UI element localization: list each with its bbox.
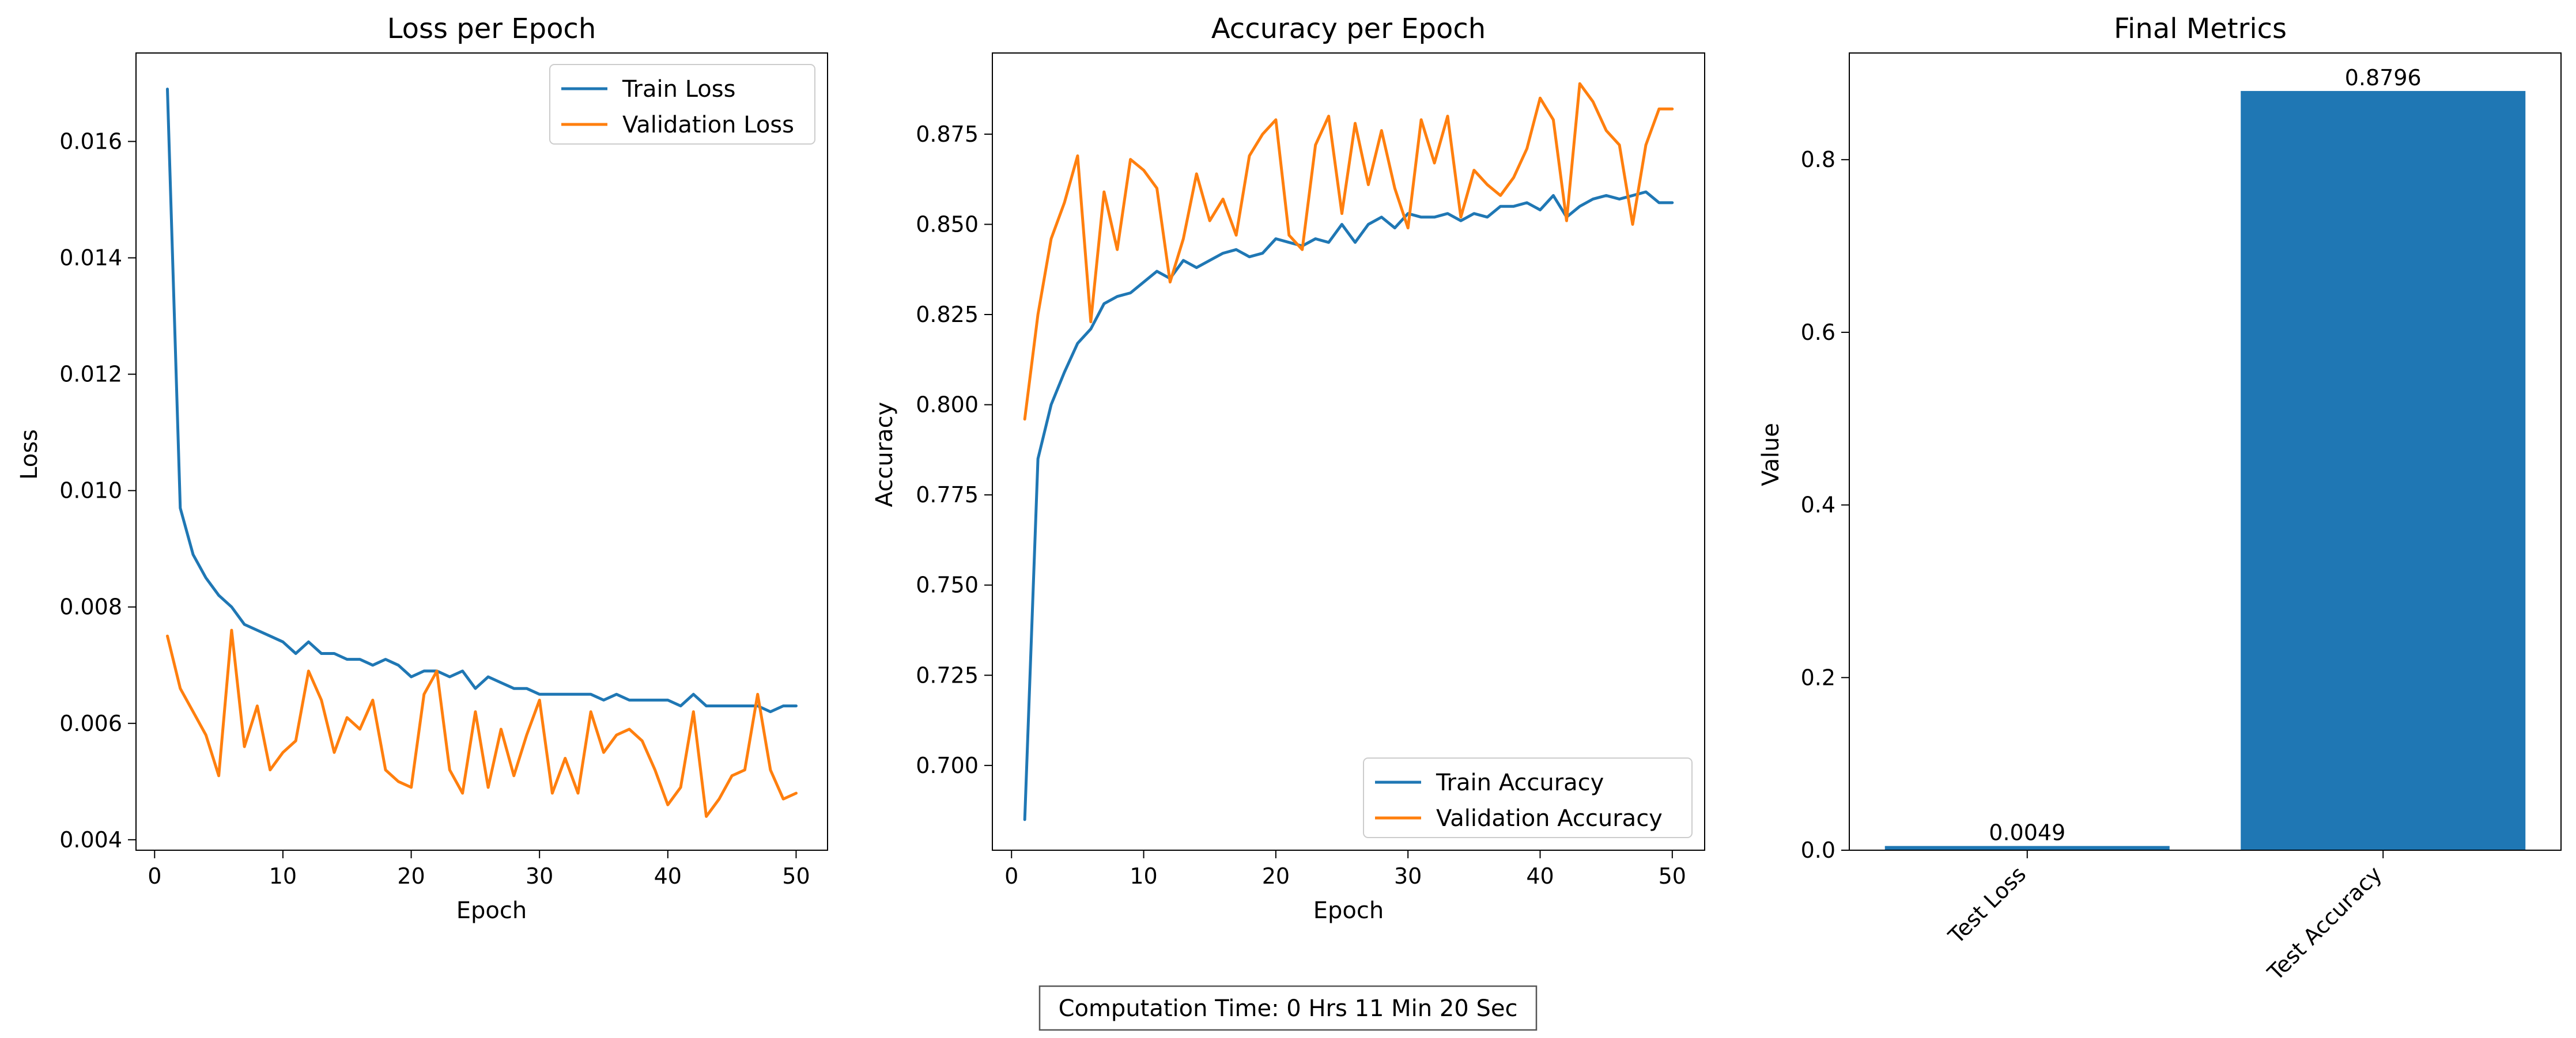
loss-chart-series — [166, 88, 798, 818]
loss-chart-series-validation-line — [166, 628, 798, 818]
loss-chart-legend-box — [549, 64, 815, 145]
final-metrics-chart-bars: 0.0049 0.8796 — [1884, 65, 2526, 850]
accuracy-chart-legend: Train Accuracy Validation Accuracy — [1363, 757, 1693, 838]
final-metrics-chart-ytick-label: 0.4 — [1801, 493, 1835, 518]
loss-chart-xtick-label: 10 — [269, 863, 297, 889]
accuracy-chart-ticks: 0.700 0.725 0.750 0.775 0.800 0.825 0.850 0.875… — [916, 122, 1686, 889]
loss-chart-series-train-line — [166, 88, 798, 714]
loss-chart-legend-label-validation: Validation Loss — [622, 112, 794, 138]
computation-time-box: Computation Time: 0 Hrs 11 Min 20 Sec — [1038, 985, 1538, 1031]
final-metrics-chart-bar-test-loss — [1884, 846, 2170, 850]
accuracy-chart-ytick-label: 0.825 — [916, 302, 979, 327]
loss-chart-legend-label-train: Train Loss — [622, 76, 735, 103]
loss-chart: Loss per Epoch Epoch Loss 0.0040.0060.00… — [16, 13, 828, 924]
loss-chart-axes-frame — [135, 52, 828, 851]
loss-chart-xlabel: Epoch — [456, 897, 527, 924]
final-metrics-chart-bar-value-label: 0.0049 — [1989, 820, 2065, 846]
final-metrics-chart-title: Final Metrics — [2114, 13, 2287, 45]
accuracy-chart-legend-label-train: Train Accuracy — [1436, 770, 1604, 796]
accuracy-chart-ylabel: Accuracy — [871, 402, 898, 507]
accuracy-chart-title: Accuracy per Epoch — [1211, 13, 1486, 45]
accuracy-chart-xtick-label: 20 — [1262, 863, 1290, 889]
accuracy-chart-legend-box — [1363, 757, 1693, 838]
loss-chart-title: Loss per Epoch — [387, 13, 596, 45]
accuracy-chart-series-validation-line — [1023, 82, 1674, 421]
loss-chart-xtick-label: 0 — [148, 863, 161, 889]
accuracy-chart-xtick-label: 0 — [1004, 863, 1018, 889]
accuracy-chart-ytick-label: 0.850 — [916, 211, 979, 237]
loss-chart-xtick-label: 20 — [397, 863, 425, 889]
loss-chart-legend: Train Loss Validation Loss — [549, 64, 815, 145]
final-metrics-chart-ylabel: Value — [1758, 423, 1784, 486]
loss-chart-ylabel: Loss — [16, 429, 43, 480]
accuracy-chart-ytick-label: 0.775 — [916, 482, 979, 507]
accuracy-chart-ytick-label: 0.700 — [916, 753, 979, 778]
computation-time-border — [1038, 985, 1538, 1031]
computation-time-text: Computation Time: 0 Hrs 11 Min 20 Sec — [1059, 995, 1518, 1022]
accuracy-chart-xtick-label: 10 — [1130, 863, 1157, 889]
accuracy-chart-ytick-label: 0.875 — [916, 122, 979, 147]
accuracy-chart-legend-label-validation: Validation Accuracy — [1436, 805, 1663, 832]
loss-chart-ytick-label: 0.016 — [59, 129, 122, 154]
accuracy-chart-ytick-label: 0.750 — [916, 573, 979, 598]
loss-chart-xtick-label: 30 — [526, 863, 553, 889]
loss-chart-ytick-label: 0.012 — [59, 362, 122, 387]
final-metrics-chart-ytick-label: 0.6 — [1801, 320, 1835, 345]
accuracy-chart-series — [1023, 82, 1674, 821]
accuracy-chart-xtick-label: 50 — [1659, 863, 1686, 889]
loss-chart-ytick-label: 0.008 — [59, 594, 122, 620]
accuracy-chart-axes-frame — [992, 52, 1705, 851]
loss-chart-ticks: 0.004 0.006 0.008 0.010 0.012 0.014 0.016 0 10 20… — [59, 129, 810, 889]
loss-chart-ytick-label: 0.006 — [59, 711, 122, 736]
accuracy-chart-xtick-label: 30 — [1394, 863, 1422, 889]
loss-chart-ytick-label: 0.004 — [59, 827, 122, 853]
accuracy-chart-xtick-label: 40 — [1526, 863, 1554, 889]
accuracy-chart-xlabel: Epoch — [1313, 897, 1384, 924]
final-metrics-chart-ytick-label: 0.8 — [1801, 147, 1835, 172]
final-metrics-chart-bar-value-label: 0.8796 — [2345, 65, 2422, 90]
loss-chart-ytick-label: 0.010 — [59, 478, 122, 503]
accuracy-chart-ytick-label: 0.725 — [916, 662, 979, 688]
loss-chart-xtick-label: 40 — [654, 863, 682, 889]
final-metrics-chart-bar-test-accuracy — [2241, 90, 2526, 850]
accuracy-chart-ytick-label: 0.800 — [916, 392, 979, 418]
loss-chart-ytick-label: 0.014 — [59, 245, 122, 271]
loss-chart-xtick-label: 50 — [782, 863, 810, 889]
accuracy-chart: Accuracy per Epoch Epoch Accuracy 0.7000… — [871, 13, 1705, 924]
final-metrics-chart-ytick-label: 0.2 — [1801, 665, 1835, 690]
final-metrics-chart-axes-frame — [1849, 52, 2562, 851]
final-metrics-chart-ytick-label: 0.0 — [1801, 838, 1835, 863]
